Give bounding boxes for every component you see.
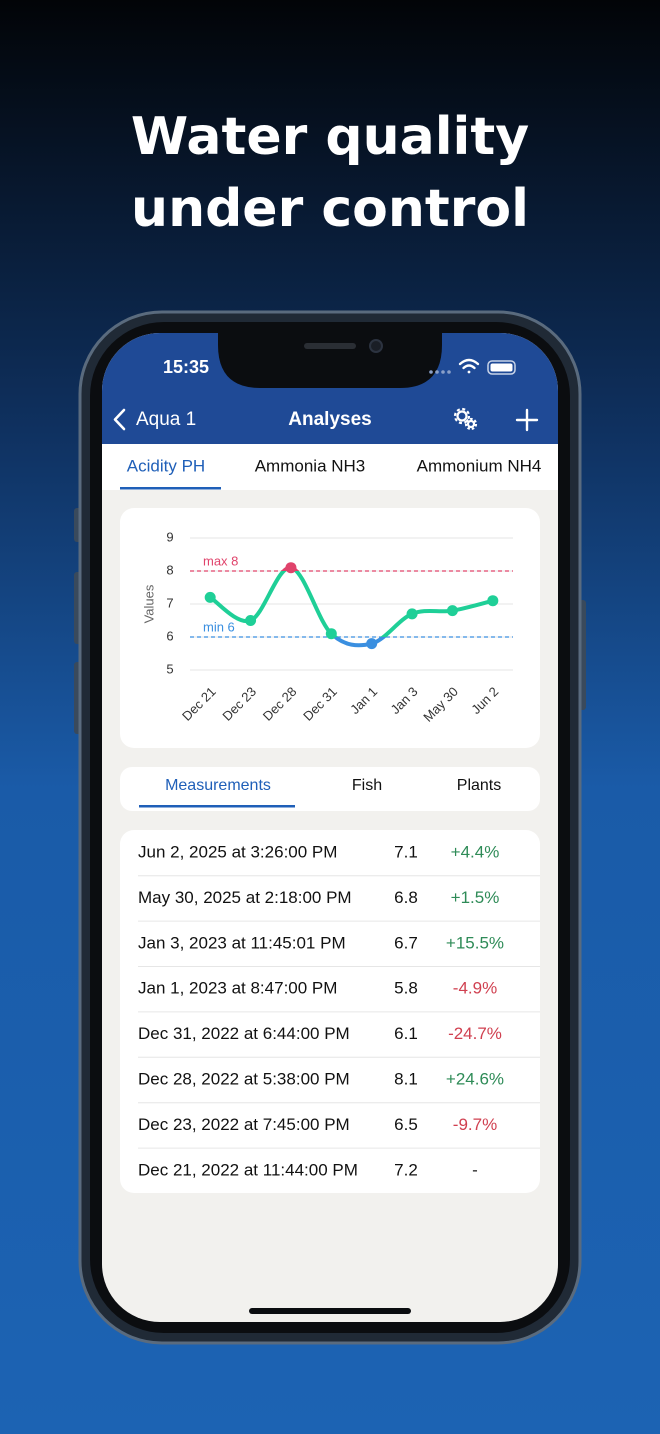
segment[interactable]: Plants — [457, 777, 501, 794]
headline: under control — [131, 179, 529, 239]
data-point — [366, 638, 378, 650]
tab-bar — [102, 444, 558, 490]
data-line — [208, 571, 495, 637]
threshold-label: min 6 — [203, 619, 235, 634]
back-chevron[interactable] — [113, 408, 126, 431]
data-point — [325, 628, 337, 640]
y-tick-label: 9 — [166, 529, 173, 544]
settings-button[interactable] — [453, 407, 478, 431]
speaker — [304, 343, 356, 349]
measurement-value: 7.2 — [394, 1160, 418, 1179]
measurement-value: 8.1 — [394, 1069, 418, 1088]
measurement-change: -24.7% — [448, 1024, 502, 1043]
y-axis-label: Values — [141, 584, 156, 623]
home-indicator — [249, 1308, 411, 1314]
headline: Water quality — [131, 107, 529, 167]
y-tick-label: 7 — [166, 595, 173, 610]
tab[interactable]: Ammonium NH4 — [417, 456, 542, 475]
data-point — [245, 615, 257, 626]
measurement-change: +4.4% — [451, 842, 500, 861]
measurement-change: +15.5% — [446, 933, 504, 952]
battery-level — [490, 363, 513, 372]
measurement-value: 7.1 — [394, 842, 418, 861]
notch — [218, 333, 442, 388]
data-point — [487, 595, 499, 607]
data-point — [204, 591, 216, 603]
segment-underline — [139, 805, 295, 808]
measurement-value: 6.5 — [394, 1115, 418, 1134]
measurement-change: +1.5% — [451, 888, 500, 907]
wifi-icon — [458, 358, 480, 374]
measurement-value: 6.7 — [394, 933, 418, 952]
y-tick-label: 5 — [166, 661, 173, 676]
measurement-date: May 30, 2025 at 2:18:00 PM — [138, 888, 352, 907]
tab[interactable]: Ammonia NH3 — [255, 456, 366, 475]
camera — [369, 339, 383, 353]
chart-card — [120, 508, 540, 748]
segment-card — [120, 767, 540, 811]
measurement-date: Jan 1, 2023 at 8:47:00 PM — [138, 979, 337, 998]
measurement-change: - — [472, 1160, 478, 1179]
status-time: 15:35 — [163, 357, 209, 377]
measurement-date: Jan 3, 2023 at 11:45:01 PM — [138, 933, 346, 952]
data-point — [446, 605, 458, 617]
threshold-label: max 8 — [203, 553, 238, 568]
nav-title: Analyses — [288, 409, 371, 430]
y-tick-label: 8 — [166, 562, 173, 577]
measurement-date: Dec 21, 2022 at 11:44:00 PM — [138, 1160, 358, 1179]
data-line — [332, 637, 387, 648]
measurement-date: Dec 31, 2022 at 6:44:00 PM — [138, 1024, 350, 1043]
measurement-change: -9.7% — [453, 1115, 497, 1134]
data-point — [406, 608, 418, 620]
battery-icon — [487, 360, 516, 375]
tab[interactable]: Acidity PH — [127, 456, 205, 475]
tab-underline — [120, 487, 221, 490]
data-point — [285, 562, 297, 574]
signal-icon — [429, 370, 451, 374]
measurement-change: -4.9% — [453, 979, 497, 998]
measurement-date: Dec 23, 2022 at 7:45:00 PM — [138, 1115, 350, 1134]
segment[interactable]: Fish — [352, 777, 382, 794]
segment[interactable]: Measurements — [165, 777, 271, 794]
y-tick-label: 6 — [166, 628, 173, 643]
measurement-date: Dec 28, 2022 at 5:38:00 PM — [138, 1069, 350, 1088]
measurement-value: 6.1 — [394, 1024, 418, 1043]
measurement-value: 5.8 — [394, 979, 418, 998]
measurement-date: Jun 2, 2025 at 3:26:00 PM — [138, 842, 337, 861]
measurement-change: +24.6% — [446, 1069, 504, 1088]
add-button[interactable] — [515, 408, 539, 432]
measurement-value: 6.8 — [394, 888, 418, 907]
back-button[interactable]: Aqua 1 — [136, 409, 196, 430]
